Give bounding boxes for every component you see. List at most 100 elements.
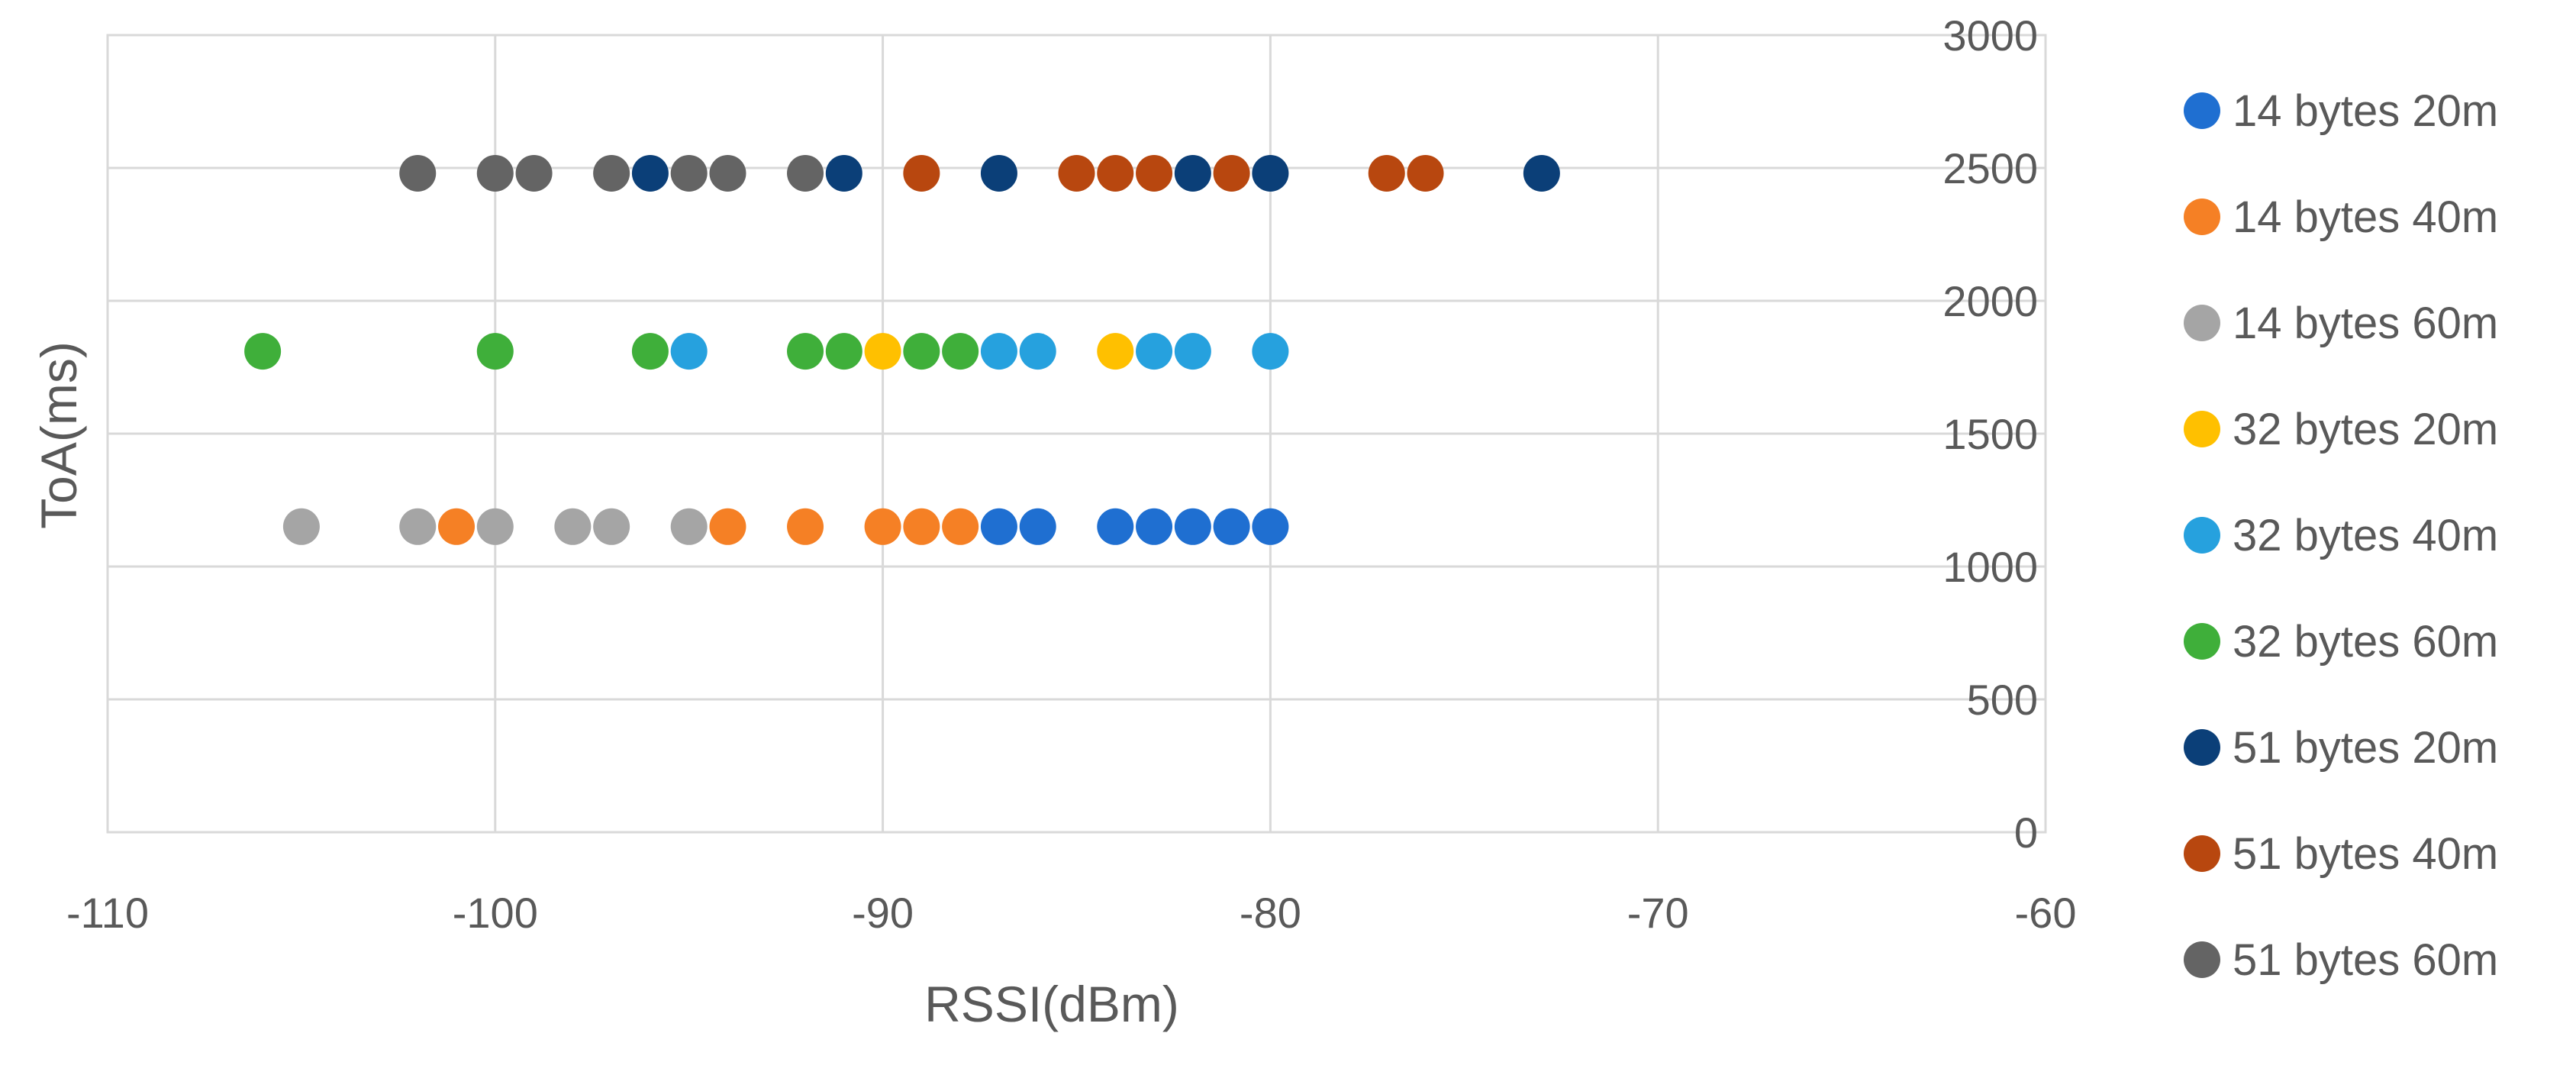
data-point	[1097, 154, 1134, 192]
x-tick-label: -100	[453, 889, 538, 937]
data-point	[670, 154, 708, 192]
legend-item: 51 bytes 20m	[2184, 723, 2498, 773]
data-point	[864, 508, 901, 545]
data-point	[593, 154, 630, 192]
data-point	[1097, 333, 1134, 370]
y-axis-ticks: 0 500 1000 1500 2000 2500 3000	[1942, 11, 2038, 857]
data-point	[942, 508, 979, 545]
legend-marker	[2184, 517, 2220, 554]
x-tick-label: -60	[2015, 889, 2077, 937]
legend-label: 14 bytes 20m	[2233, 86, 2498, 136]
data-point	[864, 333, 901, 370]
data-point	[670, 508, 708, 545]
x-axis-ticks: -110 -100 -90 -80 -70 -60	[66, 889, 2076, 937]
legend-marker	[2184, 835, 2220, 872]
data-point	[787, 154, 824, 192]
data-point	[476, 333, 514, 370]
legend-item: 32 bytes 20m	[2184, 405, 2498, 454]
legend-item: 14 bytes 60m	[2184, 299, 2498, 348]
data-point	[670, 333, 708, 370]
x-tick-label: -70	[1627, 889, 1689, 937]
data-point	[980, 333, 1017, 370]
legend-label: 32 bytes 40m	[2233, 511, 2498, 560]
data-point	[515, 154, 553, 192]
x-tick-label: -80	[1240, 889, 1301, 937]
data-point	[1252, 333, 1289, 370]
data-point	[903, 508, 940, 545]
x-axis-title: RSSI(dBm)	[924, 976, 1179, 1032]
data-point	[399, 508, 437, 545]
data-point	[282, 508, 320, 545]
legend-marker	[2184, 623, 2220, 660]
data-point	[554, 508, 592, 545]
x-tick-label: -90	[852, 889, 914, 937]
data-point	[631, 333, 669, 370]
legend-label: 51 bytes 40m	[2233, 829, 2498, 879]
data-point	[1019, 508, 1056, 545]
data-point	[1019, 333, 1056, 370]
data-point	[1252, 508, 1289, 545]
data-point	[1097, 508, 1134, 545]
data-point	[1136, 333, 1173, 370]
legend-marker	[2184, 729, 2220, 766]
data-point	[1213, 508, 1250, 545]
data-point	[787, 333, 824, 370]
data-point	[980, 154, 1017, 192]
data-point	[593, 508, 630, 545]
data-point	[903, 333, 940, 370]
data-point	[1136, 508, 1173, 545]
data-point	[438, 508, 476, 545]
data-point	[903, 154, 940, 192]
y-tick-label: 3000	[1942, 11, 2038, 60]
legend-label: 32 bytes 60m	[2233, 617, 2498, 667]
legend-item: 32 bytes 60m	[2184, 617, 2498, 667]
legend-marker	[2184, 941, 2220, 978]
data-point	[476, 508, 514, 545]
legend-marker	[2184, 305, 2220, 341]
data-point	[1058, 154, 1095, 192]
legend-item: 51 bytes 60m	[2184, 935, 2498, 985]
legend-marker	[2184, 199, 2220, 235]
legend-item: 51 bytes 40m	[2184, 829, 2498, 879]
legend-marker	[2184, 411, 2220, 447]
data-points	[244, 154, 1560, 545]
data-point	[1252, 154, 1289, 192]
data-point	[787, 508, 824, 545]
legend-item: 14 bytes 40m	[2184, 192, 2498, 242]
y-axis-title: ToA(ms)	[31, 341, 87, 529]
data-point	[709, 154, 746, 192]
data-point	[476, 154, 514, 192]
legend-item: 14 bytes 20m	[2184, 86, 2498, 136]
legend-label: 14 bytes 40m	[2233, 192, 2498, 242]
legend: 14 bytes 20m 14 bytes 40m 14 bytes 60m 32 b…	[2184, 86, 2498, 985]
legend-marker	[2184, 92, 2220, 129]
data-point	[1174, 154, 1211, 192]
data-point	[631, 154, 669, 192]
y-tick-label: 2500	[1942, 144, 2038, 192]
data-point	[1213, 154, 1250, 192]
data-point	[1136, 154, 1173, 192]
y-tick-label: 1000	[1942, 543, 2038, 591]
data-point	[244, 333, 282, 370]
data-point	[942, 333, 979, 370]
y-tick-label: 500	[1967, 676, 2038, 724]
data-point	[1174, 333, 1211, 370]
y-tick-label: 0	[2014, 809, 2038, 857]
legend-label: 51 bytes 60m	[2233, 935, 2498, 985]
data-point	[1368, 154, 1405, 192]
gridlines	[106, 34, 2047, 834]
legend-label: 51 bytes 20m	[2233, 723, 2498, 773]
data-point	[825, 333, 862, 370]
data-point	[1523, 154, 1560, 192]
data-point	[825, 154, 862, 192]
data-point	[399, 154, 437, 192]
legend-label: 14 bytes 60m	[2233, 299, 2498, 348]
x-tick-label: -110	[66, 889, 149, 937]
data-point	[1407, 154, 1444, 192]
y-tick-label: 1500	[1942, 410, 2038, 458]
legend-item: 32 bytes 40m	[2184, 511, 2498, 560]
y-tick-label: 2000	[1942, 277, 2038, 325]
data-point	[709, 508, 746, 545]
legend-label: 32 bytes 20m	[2233, 405, 2498, 454]
